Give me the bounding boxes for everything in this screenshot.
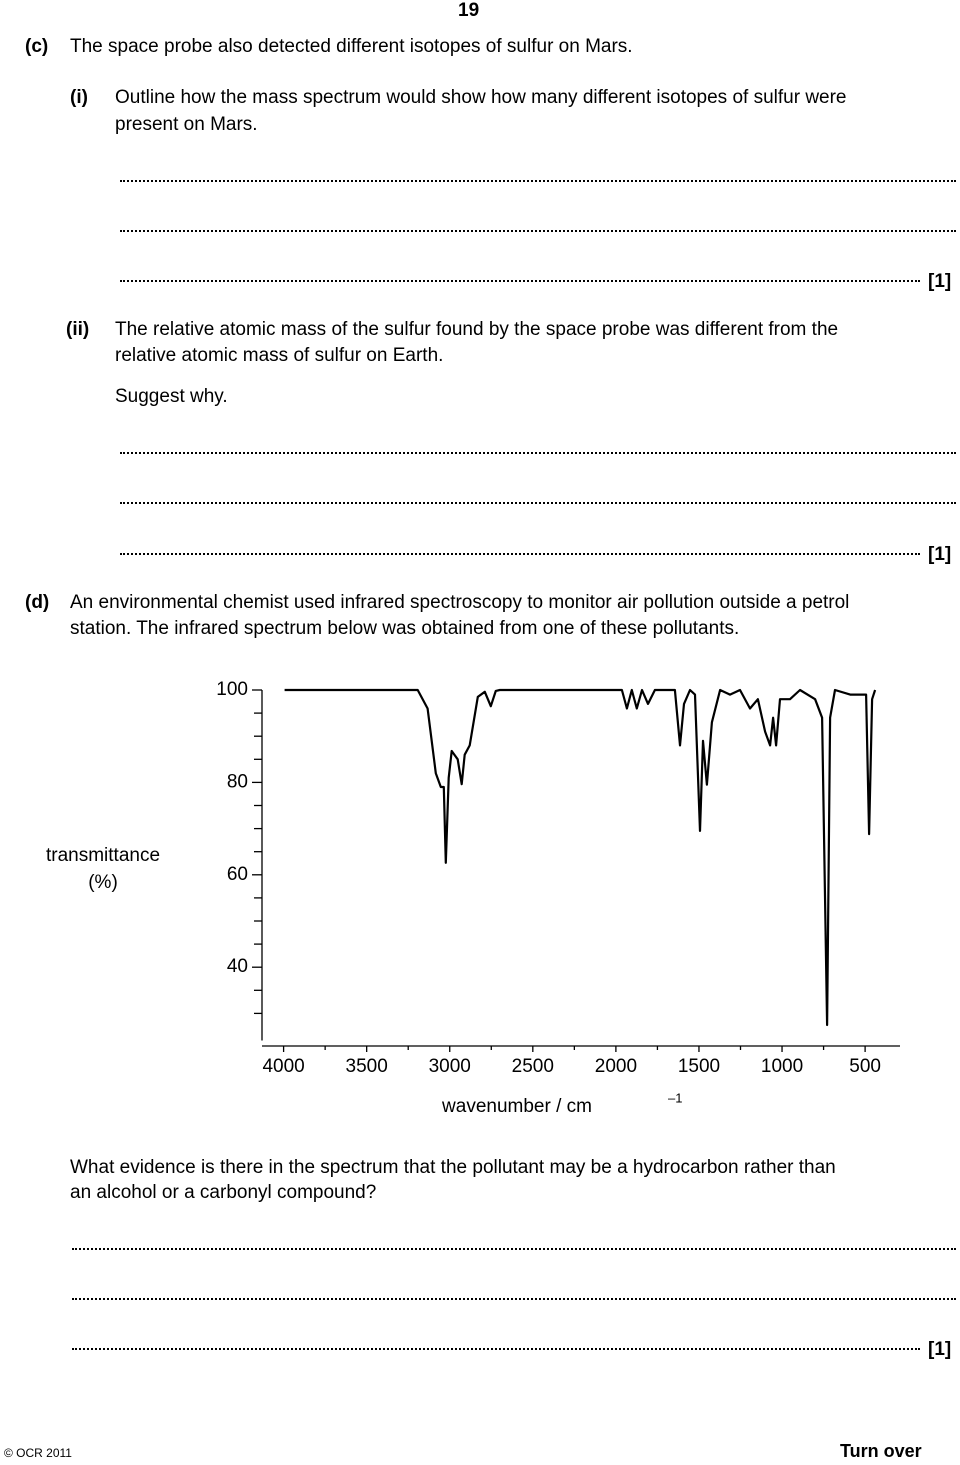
answer-line [120,553,920,555]
mark: [1] [928,544,952,565]
x-axis-label: wavenumber / cm [441,1096,592,1117]
part-label: (c) [25,36,49,57]
x-tick-label: 1000 [761,1056,803,1077]
text: station. The infrared spectrum below was… [70,618,740,639]
x-tick-label: 2500 [512,1056,554,1077]
part-label: (ii) [66,319,90,340]
answer-line [120,180,956,182]
x-tick-label: 4000 [262,1056,304,1077]
text: Outline how the mass spectrum would show… [115,87,847,108]
mark: [1] [928,1339,952,1360]
copyright: © OCR 2011 [4,1446,72,1460]
part-label: (i) [70,87,88,108]
y-axis-label: transmittance [46,845,160,866]
answer-line [72,1348,920,1350]
mark: [1] [928,271,952,292]
text: What evidence is there in the spectrum t… [70,1157,836,1178]
page-number: 19 [458,0,480,21]
turn-over: Turn over [840,1441,922,1461]
x-tick-label: 1500 [678,1056,720,1077]
text: The relative atomic mass of the sulfur f… [115,319,839,340]
x-tick-label: 3000 [429,1056,471,1077]
x-axis-label-sup: –1 [668,1090,682,1105]
text: an alcohol or a carbonyl compound? [70,1182,377,1203]
text: The space probe also detected different … [70,36,633,57]
answer-line [120,502,956,504]
spectrum-line [284,688,877,1027]
text: An environmental chemist used infrared s… [70,592,850,613]
text: present on Mars. [115,114,258,135]
answer-line [120,452,956,454]
x-tick-label: 2000 [595,1056,637,1077]
y-tick-label: 80 [227,771,248,792]
x-tick-label: 3500 [346,1056,388,1077]
text: relative atomic mass of sulfur on Earth. [115,345,444,366]
prompt: Suggest why. [115,386,228,407]
answer-line [120,280,920,282]
y-tick-label: 40 [227,956,248,977]
y-tick-label: 60 [227,864,248,885]
y-tick-label: 100 [216,679,248,700]
y-axis-label: (%) [88,872,118,893]
x-tick-label: 500 [849,1056,881,1077]
answer-line [72,1248,956,1250]
answer-line [120,230,956,232]
part-label: (d) [25,592,50,613]
answer-line [72,1298,956,1300]
